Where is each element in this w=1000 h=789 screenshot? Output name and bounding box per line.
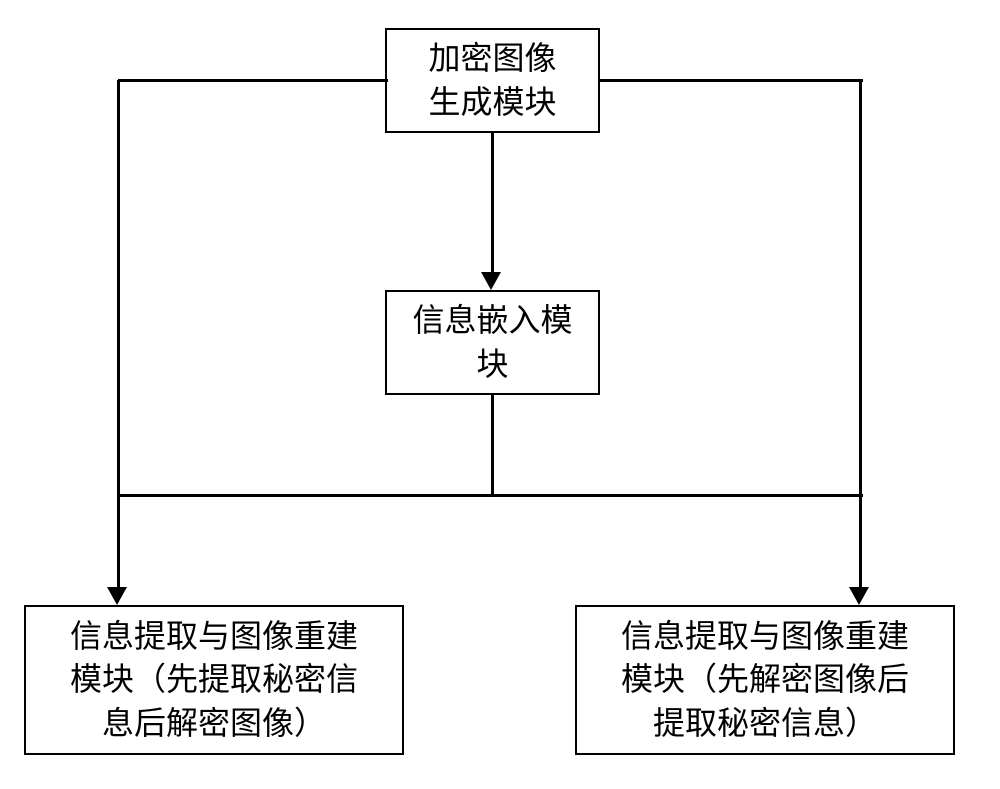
connector-vline <box>491 395 494 495</box>
connector-hline <box>600 79 863 82</box>
flow-node-label: 信息嵌入模 块 <box>412 299 572 385</box>
connector-hline <box>118 494 863 497</box>
arrowhead-down-icon <box>107 587 127 605</box>
flow-node-label: 加密图像 生成模块 <box>428 37 556 123</box>
flow-node-n3: 信息提取与图像重建 模块（先提取秘密信 息后解密图像） <box>24 605 404 755</box>
connector-hline <box>118 79 388 82</box>
arrowhead-down-icon <box>849 587 869 605</box>
flowchart-canvas: 加密图像 生成模块信息嵌入模 块信息提取与图像重建 模块（先提取秘密信 息后解密… <box>0 0 1000 789</box>
flow-node-n4: 信息提取与图像重建 模块（先解密图像后 提取秘密信息） <box>575 605 955 755</box>
connector-vline <box>117 80 120 589</box>
flow-node-n1: 加密图像 生成模块 <box>385 28 600 133</box>
connector-vline <box>859 80 862 589</box>
flow-node-label: 信息提取与图像重建 模块（先提取秘密信 息后解密图像） <box>70 615 358 745</box>
connector-vline <box>491 133 494 274</box>
flow-node-n2: 信息嵌入模 块 <box>385 290 600 395</box>
arrowhead-down-icon <box>481 272 501 290</box>
flow-node-label: 信息提取与图像重建 模块（先解密图像后 提取秘密信息） <box>621 615 909 745</box>
